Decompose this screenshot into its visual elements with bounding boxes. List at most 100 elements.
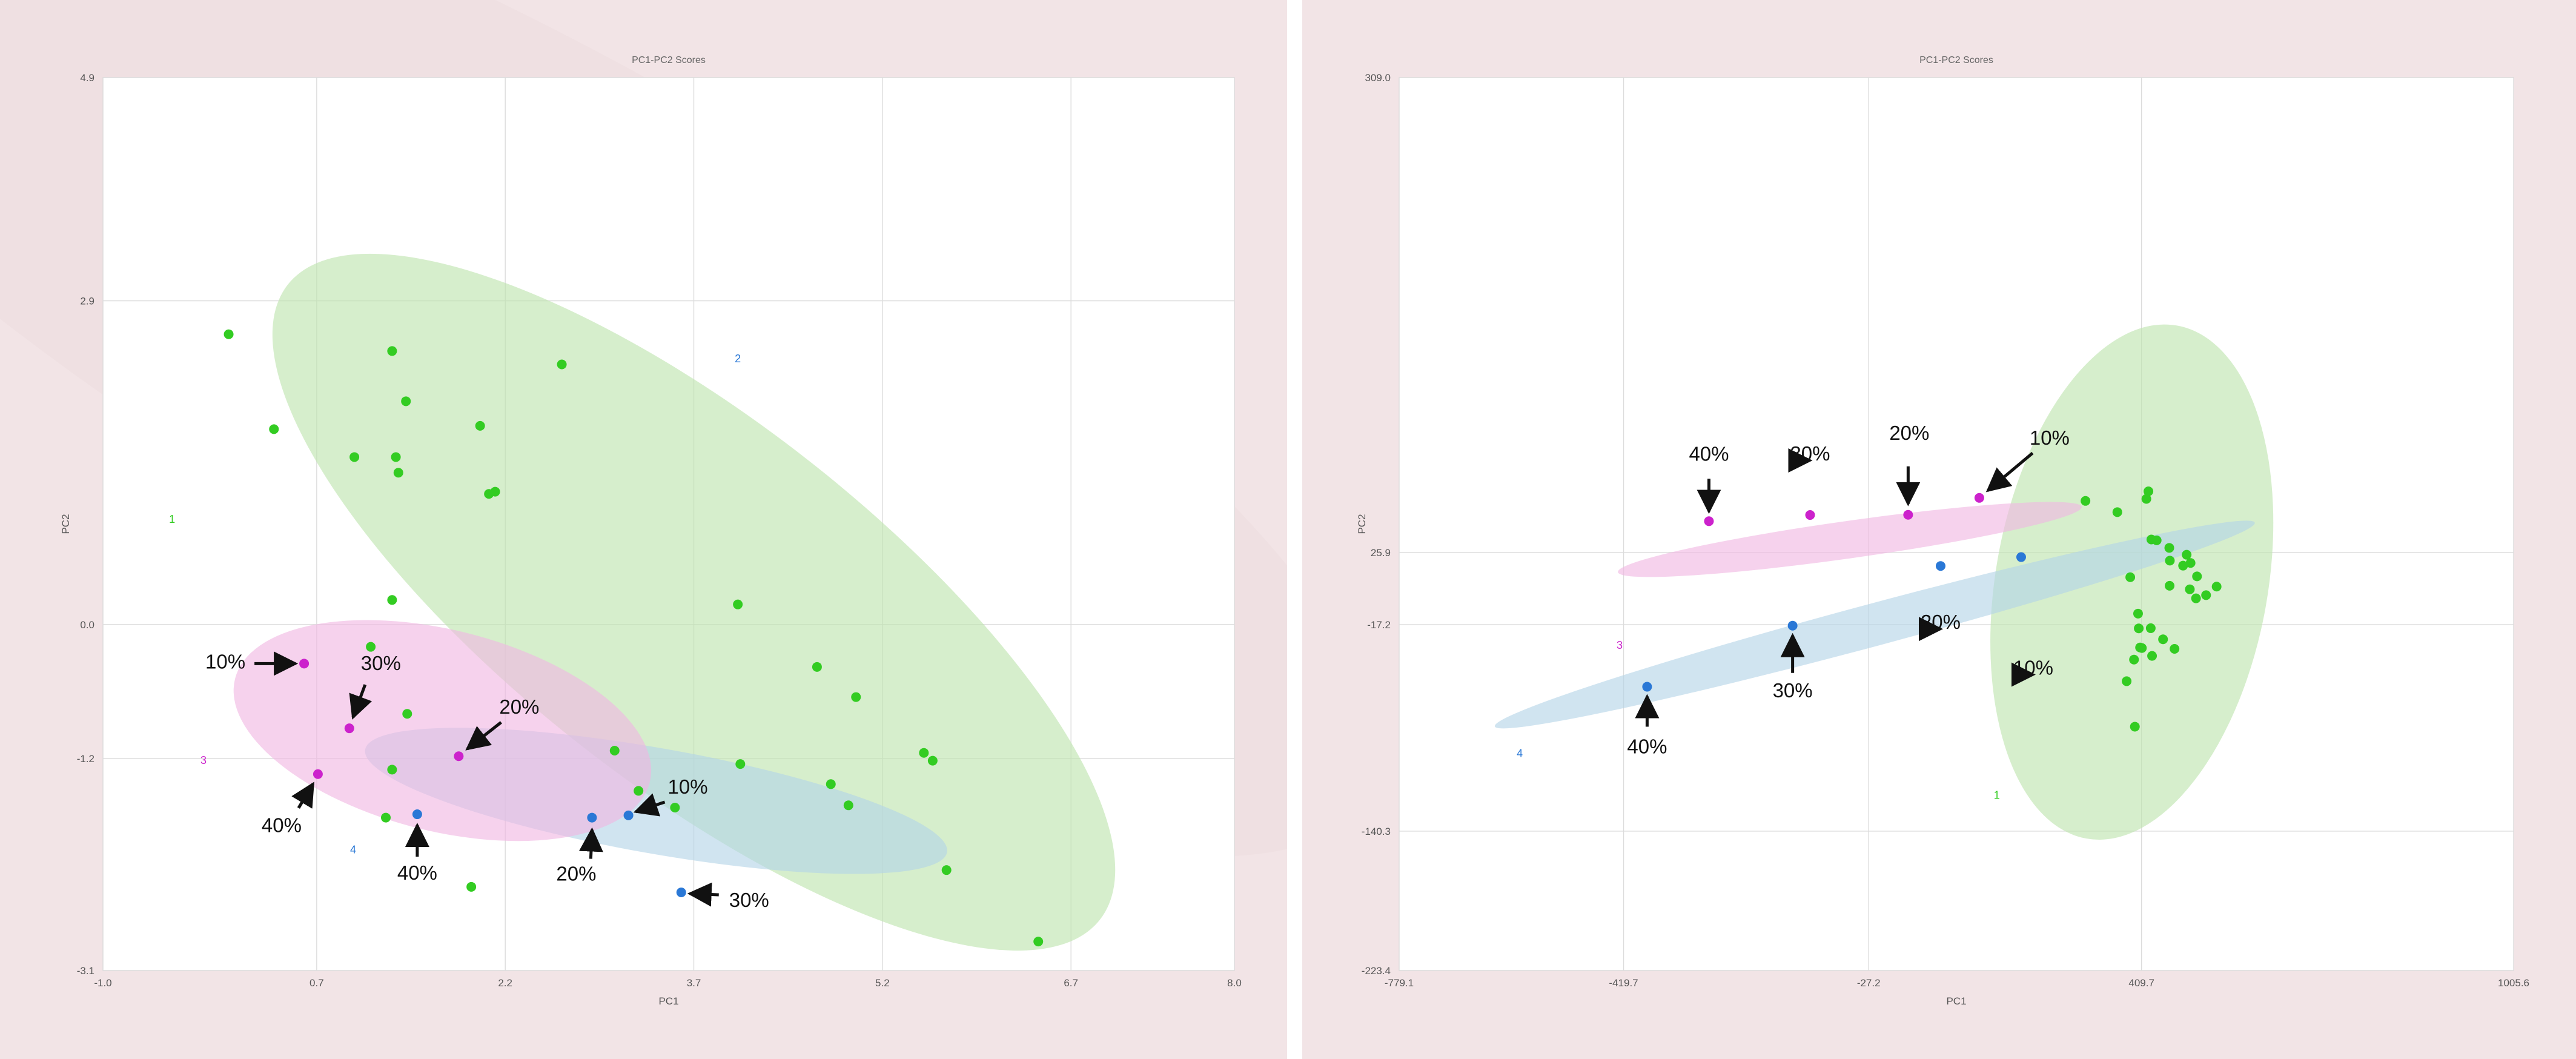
left-green-point	[366, 642, 376, 652]
left-x-tick-label: 5.2	[875, 977, 890, 989]
right-annotations: 40% 30% 20% 10% 40% 30% 20% 10%	[1627, 422, 2070, 758]
left-annotation-label: 10%	[205, 650, 245, 672]
right-x-tick-label: 409.7	[2128, 977, 2154, 989]
left-annotation-arrow	[687, 882, 719, 907]
right-ellipses	[1494, 324, 2274, 840]
left-green-point	[670, 802, 680, 812]
right-x-tick-label: 1005.6	[2498, 977, 2529, 989]
left-green-point	[269, 424, 279, 434]
right-magenta-confidence-ellipse	[1618, 502, 2082, 577]
right-magenta-point	[1974, 493, 1984, 503]
left-annotation-label: 20%	[556, 863, 596, 885]
right-green-point	[2211, 582, 2222, 592]
left-x-axis-label: PC1	[658, 995, 678, 1007]
right-blue-confidence-ellipse	[1494, 520, 2255, 729]
left-green-point	[609, 746, 620, 756]
right-green-point	[2178, 560, 2188, 571]
left-blue-point	[412, 809, 422, 820]
left-green-point	[387, 595, 397, 605]
right-x-tick-label: -779.1	[1385, 977, 1414, 989]
right-green-point	[2081, 496, 2091, 506]
left-green-point	[402, 709, 412, 719]
right-magenta-point	[1903, 510, 1913, 520]
left-green-point	[826, 779, 836, 789]
left-annotation-arrow	[291, 782, 315, 809]
right-y-tick-label: -140.3	[1362, 826, 1391, 837]
right-annotation-label: 40%	[1689, 442, 1729, 465]
right-green-point	[2165, 580, 2175, 591]
right-green-point	[2130, 722, 2140, 732]
right-annotation-label: 30%	[1773, 679, 1813, 702]
right-sample-marker: 1	[1994, 789, 2000, 801]
left-sample-marker: 4	[350, 844, 356, 856]
left-annotations: 10% 30% 40% 20% 40% 20% 10% 30%	[205, 650, 769, 911]
left-sample-marker: 1	[169, 513, 175, 525]
right-green-point	[2158, 634, 2168, 645]
left-annotation-arrow	[465, 721, 502, 751]
left-blue-point	[623, 810, 634, 820]
left-green-point	[733, 599, 743, 609]
left-x-tick-label: 8.0	[1227, 977, 1242, 989]
right-green-point	[2201, 590, 2211, 600]
left-chart-svg: -1.0 0.7 2.2 3.7 5.2 6.7 8.04.92.90.0-1.2-3.1 …	[0, 0, 1287, 1059]
left-markers: 1 2 3 4	[169, 353, 741, 856]
left-magenta-point	[454, 751, 464, 762]
left-green-point	[401, 396, 411, 407]
right-y-tick-label: -223.4	[1362, 965, 1391, 977]
right-green-point	[2185, 584, 2195, 594]
right-green-point	[2147, 651, 2157, 661]
right-points	[1642, 486, 2222, 732]
left-x-tick-label: -1.0	[94, 977, 111, 989]
left-x-tick-label: 6.7	[1064, 977, 1078, 989]
right-blue-point	[1642, 682, 1652, 692]
left-green-point	[919, 748, 929, 758]
left-annotation-label: 40%	[397, 861, 437, 884]
right-markers: 1 3 4	[1517, 639, 2000, 802]
right-chart-panel: -779.1 -419.7 -27.2 409.7 1005.6 309.0 25.9 -17…	[1302, 0, 2576, 1059]
left-magenta-point	[299, 659, 310, 669]
left-magenta-confidence-ellipse	[233, 620, 652, 842]
right-green-point	[2112, 507, 2122, 517]
left-annotation-label: 40%	[262, 814, 302, 837]
left-green-point	[490, 486, 500, 497]
left-green-point	[634, 786, 644, 796]
left-magenta-point	[313, 769, 323, 779]
right-green-point	[2164, 543, 2174, 553]
left-y-tick-label: 2.9	[80, 296, 94, 307]
right-magenta-point	[1805, 510, 1815, 520]
left-green-point	[387, 346, 397, 356]
left-x-tick-label: 3.7	[687, 977, 701, 989]
right-chart-svg: -779.1 -419.7 -27.2 409.7 1005.6 309.0 25.9 -17…	[1302, 0, 2576, 1059]
left-y-tick-label: 0.0	[80, 619, 94, 631]
left-annotation-arrow	[349, 684, 372, 720]
left-annotation-label: 10%	[668, 775, 708, 798]
left-green-point	[851, 692, 861, 702]
right-green-point	[2137, 643, 2147, 653]
left-green-point	[466, 881, 477, 892]
right-annotation-label: 30%	[1790, 442, 1830, 465]
left-green-point	[941, 865, 952, 875]
left-green-point	[223, 329, 234, 339]
left-annotation-label: 30%	[729, 889, 769, 911]
right-green-point	[2141, 494, 2151, 504]
left-green-point	[393, 468, 403, 478]
right-annotation-label: 10%	[2013, 657, 2053, 679]
right-annotation-label: 20%	[1921, 611, 1961, 633]
left-green-point	[381, 812, 391, 823]
right-green-point	[2182, 549, 2192, 560]
right-green-point	[2192, 571, 2202, 582]
left-annotation-label: 20%	[499, 695, 539, 718]
left-green-point	[475, 420, 485, 431]
right-x-axis-label: PC1	[1946, 995, 1966, 1007]
left-x-tick-label: 2.2	[498, 977, 512, 989]
right-annotation-arrow	[1985, 451, 2034, 493]
left-magenta-point	[344, 723, 354, 734]
right-green-point	[2151, 535, 2162, 545]
left-green-point	[557, 359, 567, 370]
right-blue-point	[1935, 561, 1945, 571]
right-annotation-label: 10%	[2030, 427, 2070, 449]
left-y-tick-label: -3.1	[77, 965, 94, 977]
left-green-point	[812, 662, 822, 672]
right-green-point	[2144, 486, 2154, 497]
left-green-point	[391, 452, 401, 462]
